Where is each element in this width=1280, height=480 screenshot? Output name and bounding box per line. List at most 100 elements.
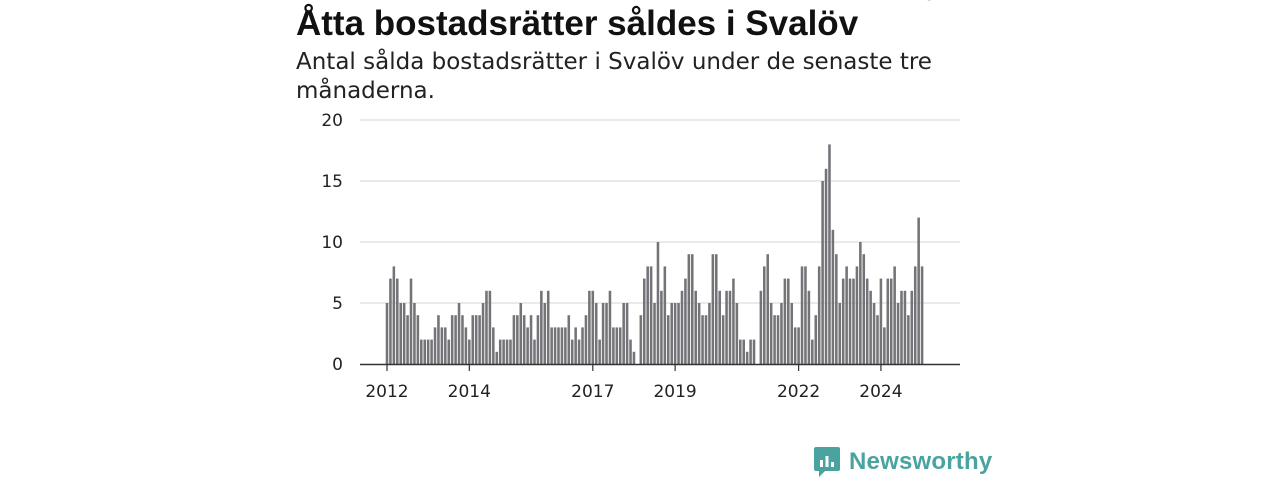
bar <box>605 303 608 364</box>
bar <box>478 315 481 364</box>
gridlines <box>360 119 960 304</box>
bar <box>389 278 392 364</box>
bar <box>879 278 883 364</box>
bar <box>557 327 560 364</box>
bar <box>841 278 845 364</box>
bar <box>546 290 550 364</box>
x-tick-label: 2017 <box>571 382 614 402</box>
bar <box>485 290 488 364</box>
bar <box>732 278 735 364</box>
bar <box>711 254 715 364</box>
bar <box>745 351 749 364</box>
x-tick-label: 2019 <box>653 382 696 402</box>
bar <box>639 315 643 364</box>
bar <box>790 303 794 364</box>
bar <box>835 254 838 364</box>
bar <box>824 168 828 364</box>
x-tick-label: 2022 <box>777 382 820 402</box>
bar <box>721 315 725 364</box>
bar <box>550 327 553 364</box>
bar <box>447 339 451 364</box>
bar <box>420 339 423 364</box>
bar <box>680 290 684 364</box>
y-tick-label: 20 <box>321 111 343 131</box>
bar <box>608 290 612 364</box>
bar <box>859 242 862 364</box>
bar <box>629 339 632 364</box>
bar <box>742 339 745 364</box>
brand-logo: Newsworthy <box>813 446 992 478</box>
bar <box>718 290 721 364</box>
bar <box>708 303 711 364</box>
bar <box>663 266 667 364</box>
bar <box>509 339 512 364</box>
bar <box>440 327 444 364</box>
bar <box>464 327 468 364</box>
bar <box>516 315 519 364</box>
bar <box>893 266 896 364</box>
bar <box>694 290 697 364</box>
bar <box>780 303 783 364</box>
bar <box>560 327 564 364</box>
bar <box>612 327 615 364</box>
bar <box>920 266 924 364</box>
x-tick-label: 2014 <box>448 382 491 402</box>
bar <box>907 315 910 364</box>
bar <box>687 254 691 364</box>
bar <box>845 266 848 364</box>
bar <box>649 266 653 364</box>
bar <box>776 315 780 364</box>
bar <box>618 327 622 364</box>
bar <box>437 315 440 364</box>
bar <box>769 303 773 364</box>
bar <box>900 290 903 364</box>
chart-title: Åtta bostadsrätter såldes i Svalöv <box>296 4 859 43</box>
bar <box>804 266 807 364</box>
bar <box>814 315 818 364</box>
bar <box>402 303 406 364</box>
bar <box>540 290 543 364</box>
bar <box>399 303 402 364</box>
bar <box>625 303 629 364</box>
bar <box>855 266 859 364</box>
bar <box>577 339 581 364</box>
highlight-value-label: 8 <box>923 0 934 5</box>
bar <box>495 351 499 364</box>
bar <box>876 315 879 364</box>
bar <box>800 266 804 364</box>
bar <box>759 290 763 364</box>
bar <box>433 327 437 364</box>
bar <box>615 327 619 364</box>
bar <box>670 303 673 364</box>
bar <box>862 254 866 364</box>
bar <box>594 303 598 364</box>
bar <box>450 315 454 364</box>
bar <box>588 290 591 364</box>
bar <box>660 290 663 364</box>
bar <box>766 254 770 364</box>
bar <box>444 327 447 364</box>
bar <box>385 303 389 364</box>
bar <box>852 278 855 364</box>
bar <box>488 290 492 364</box>
bar <box>474 315 478 364</box>
bar <box>656 242 660 364</box>
bar <box>406 315 409 364</box>
bar <box>848 278 852 364</box>
bar <box>454 315 457 364</box>
bar <box>701 315 704 364</box>
bar <box>773 315 776 364</box>
bar <box>715 254 718 364</box>
bar <box>821 181 824 364</box>
x-tick-label: 2024 <box>859 382 902 402</box>
bar <box>677 303 680 364</box>
chart-subtitle: Antal sålda bostadsrätter i Svalöv under… <box>296 49 932 104</box>
bar <box>811 339 814 364</box>
bar <box>739 339 742 364</box>
bar <box>584 315 588 364</box>
bar <box>409 278 413 364</box>
bar <box>793 327 797 364</box>
x-axis: 2012 2014 2017 2019 2022 2024 <box>360 363 960 402</box>
bar-chart: 0 5 10 15 20 2012 2014 2017 2019 2022 2024 8 <box>321 0 960 402</box>
bar <box>783 278 787 364</box>
